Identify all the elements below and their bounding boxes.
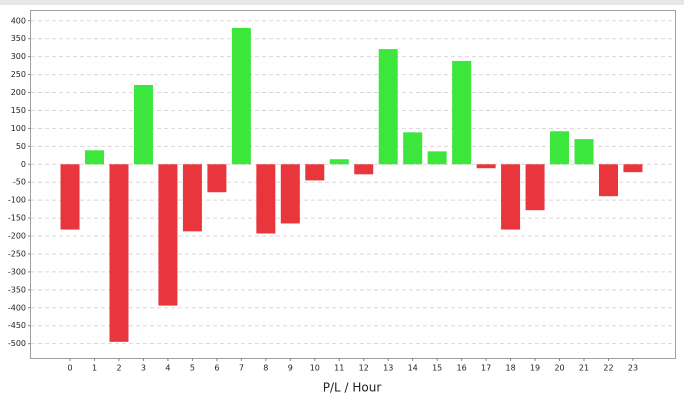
x-tick-label: 16 [457, 364, 467, 373]
x-tick-label: 18 [505, 364, 515, 373]
y-tick-label: 250 [11, 70, 26, 79]
bar [182, 164, 202, 232]
x-tick-label: 6 [214, 364, 219, 373]
x-tick-label: 4 [165, 364, 170, 373]
x-tick-label: 11 [334, 364, 344, 373]
y-tick-label: -100 [8, 196, 26, 205]
bar [378, 49, 398, 165]
bar [427, 151, 447, 165]
x-tick-label: 19 [530, 364, 540, 373]
x-tick-label: 7 [239, 364, 244, 373]
bar [452, 60, 472, 165]
bar [329, 159, 349, 165]
x-tick-label: 10 [310, 364, 320, 373]
y-tick-label: -300 [8, 267, 26, 276]
y-tick-label: 200 [11, 88, 26, 97]
x-tick-label: 23 [628, 364, 638, 373]
y-tick-label: -400 [8, 303, 26, 312]
x-tick-label: 5 [190, 364, 195, 373]
bar [574, 139, 594, 165]
y-tick-label: 350 [11, 34, 26, 43]
y-tick-label: -500 [8, 339, 26, 348]
x-tick-label: 9 [288, 364, 293, 373]
x-tick-label: 13 [383, 364, 393, 373]
x-tick-label: 3 [141, 364, 146, 373]
bar [133, 84, 153, 165]
x-axis-label: P/L / Hour [323, 381, 382, 395]
bar [354, 164, 374, 175]
bar [85, 150, 105, 165]
y-tick-label: 100 [11, 124, 26, 133]
bar [525, 164, 545, 211]
x-tick-label: 8 [263, 364, 268, 373]
bar [256, 164, 276, 234]
y-tick-label: -200 [8, 232, 26, 241]
y-tick-label: 50 [16, 142, 26, 151]
bar [109, 164, 129, 342]
bar [158, 164, 178, 306]
x-tick-label: 17 [481, 364, 491, 373]
x-tick-label: 1 [92, 364, 97, 373]
y-tick-label: -350 [8, 285, 26, 294]
bar [231, 27, 251, 165]
x-tick-label: 2 [116, 364, 121, 373]
y-tick-label: -50 [13, 178, 26, 187]
bar [598, 164, 618, 197]
bar [476, 164, 496, 169]
y-tick-label: -250 [8, 249, 26, 258]
y-tick-label: 0 [21, 160, 26, 169]
bar [207, 164, 227, 193]
top-bar [0, 0, 684, 5]
plot-frame [30, 10, 676, 359]
bar [501, 164, 521, 230]
x-tick-label: 14 [408, 364, 418, 373]
y-tick-label: -150 [8, 214, 26, 223]
y-tick-label: 400 [11, 16, 26, 25]
x-tick-label: 0 [67, 364, 72, 373]
y-tick-label: -450 [8, 321, 26, 330]
x-tick-label: 15 [432, 364, 442, 373]
y-tick-label: 150 [11, 106, 26, 115]
bar [550, 131, 570, 165]
bar [60, 164, 80, 230]
bar [623, 164, 643, 173]
y-tick-label: 300 [11, 52, 26, 61]
x-tick-label: 21 [579, 364, 589, 373]
x-tick-label: 12 [359, 364, 369, 373]
x-tick-label: 22 [603, 364, 613, 373]
bar [403, 132, 423, 165]
x-tick-label: 20 [554, 364, 564, 373]
bar [280, 164, 300, 224]
bar [305, 164, 325, 181]
